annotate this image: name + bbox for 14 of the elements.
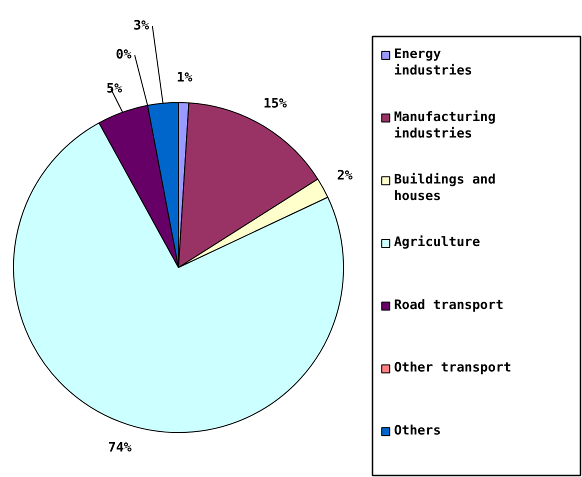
legend-label: Other transport bbox=[394, 360, 512, 376]
data-label: 2% bbox=[336, 168, 353, 184]
legend-label: Others bbox=[394, 423, 441, 438]
text: 0% bbox=[116, 48, 132, 63]
data-label: 5% bbox=[106, 81, 122, 96]
data-label: 3% bbox=[133, 18, 150, 34]
legend-label: Road transport bbox=[394, 298, 504, 313]
legend-label: Agriculture bbox=[394, 235, 480, 250]
data-label: 74% bbox=[108, 440, 132, 456]
data-label: 1% bbox=[176, 70, 192, 86]
legend-label: Manufacturing industries bbox=[394, 110, 496, 142]
legend-label: Buildings and houses bbox=[394, 172, 496, 204]
data-label: 15% bbox=[263, 96, 288, 112]
legend-label: Energy industries bbox=[394, 47, 472, 79]
